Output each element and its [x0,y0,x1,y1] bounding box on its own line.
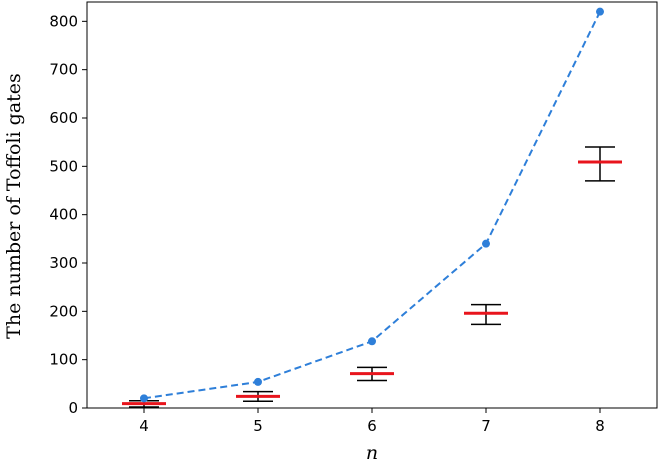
x-axis-title: n [366,442,378,464]
y-axis-title: The number of Toffoli gates [3,73,25,339]
data-point [482,239,490,248]
y-tick-label: 300 [49,254,78,272]
y-tick-label: 500 [49,157,78,175]
x-tick-label: 8 [595,417,605,435]
x-tick-label: 5 [253,417,263,435]
data-point [596,7,604,16]
data-point [254,377,262,386]
y-tick-label: 0 [68,399,78,417]
x-tick-label: 4 [139,417,149,435]
x-tick-label: 7 [481,417,491,435]
data-point [368,337,376,346]
y-tick-label: 100 [49,351,78,369]
y-tick-label: 200 [49,302,78,320]
plot-frame [86,1,658,409]
y-tick-label: 800 [49,12,78,30]
y-tick-label: 700 [49,61,78,79]
y-tick-label: 600 [49,109,78,127]
data-point [140,394,148,403]
y-tick-label: 400 [49,206,78,224]
plot-area [122,7,622,408]
axes: 0 100 200 300 400 500 600 700 800 4 5 6 7 8 [49,12,604,435]
x-tick-label: 6 [367,417,377,435]
